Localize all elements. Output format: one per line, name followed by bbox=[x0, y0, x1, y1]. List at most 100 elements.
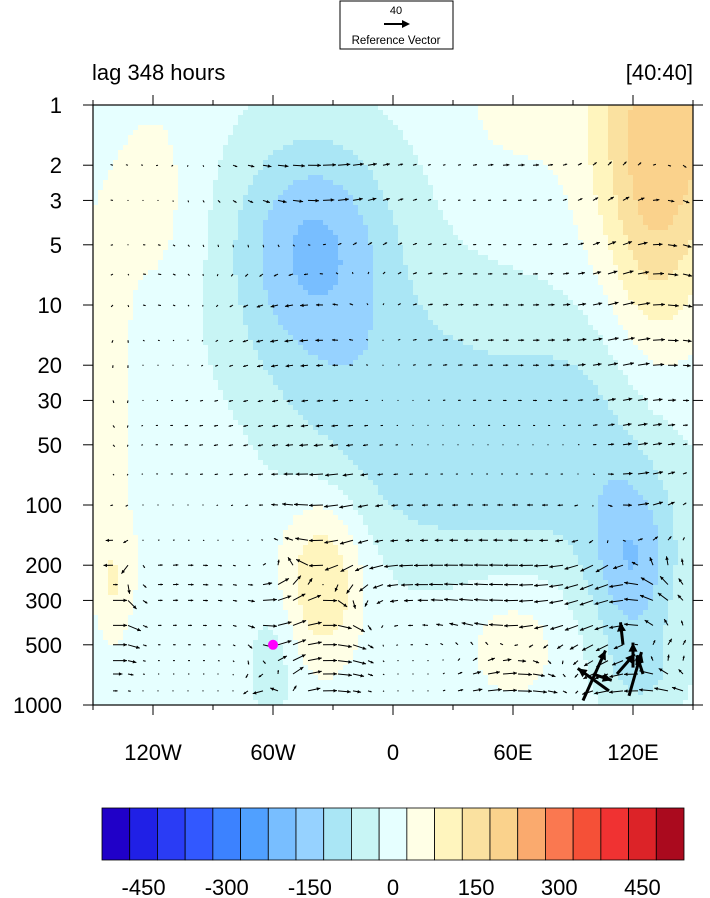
field-cell bbox=[493, 120, 499, 126]
field-cell bbox=[533, 270, 539, 276]
field-cell bbox=[158, 240, 164, 246]
field-cell bbox=[113, 275, 119, 281]
field-cell bbox=[183, 185, 189, 191]
field-cell bbox=[258, 245, 264, 251]
field-cell bbox=[243, 180, 249, 186]
field-cell bbox=[293, 275, 299, 281]
field-cell bbox=[188, 260, 194, 266]
field-cell bbox=[608, 165, 614, 171]
field-cell bbox=[353, 145, 359, 151]
field-cell bbox=[293, 130, 299, 136]
field-cell bbox=[198, 215, 204, 221]
field-cell bbox=[563, 265, 569, 271]
field-cell bbox=[203, 240, 209, 246]
field-cell bbox=[508, 125, 514, 131]
field-cell bbox=[478, 300, 484, 306]
field-cell bbox=[548, 180, 554, 186]
field-cell bbox=[503, 270, 509, 276]
field-cell bbox=[568, 120, 574, 126]
field-cell bbox=[178, 155, 184, 161]
field-cell bbox=[123, 245, 129, 251]
field-cell bbox=[163, 155, 169, 161]
field-cell bbox=[528, 195, 534, 201]
field-cell bbox=[103, 215, 109, 221]
field-cell bbox=[173, 110, 179, 116]
field-cell bbox=[338, 280, 344, 286]
field-cell bbox=[433, 255, 439, 261]
field-cell bbox=[658, 145, 664, 151]
field-cell bbox=[198, 235, 204, 241]
field-cell bbox=[613, 220, 619, 226]
field-cell bbox=[608, 300, 614, 306]
field-cell bbox=[308, 220, 314, 226]
field-cell bbox=[583, 250, 589, 256]
field-cell bbox=[588, 125, 594, 131]
field-cell bbox=[353, 135, 359, 141]
field-cell bbox=[213, 310, 219, 316]
field-cell bbox=[308, 295, 314, 301]
field-cell bbox=[428, 195, 434, 201]
field-cell bbox=[443, 210, 449, 216]
field-cell bbox=[318, 185, 324, 191]
field-cell bbox=[663, 245, 669, 251]
field-cell bbox=[518, 175, 524, 181]
field-cell bbox=[258, 200, 264, 206]
field-cell bbox=[118, 105, 124, 111]
field-cell bbox=[273, 290, 279, 296]
field-cell bbox=[318, 295, 324, 301]
field-cell bbox=[318, 135, 324, 141]
field-cell bbox=[583, 210, 589, 216]
field-cell bbox=[298, 195, 304, 201]
field-cell bbox=[673, 130, 679, 136]
field-cell bbox=[308, 210, 314, 216]
field-cell bbox=[583, 105, 589, 111]
field-cell bbox=[398, 185, 404, 191]
field-cell bbox=[568, 270, 574, 276]
field-cell bbox=[578, 280, 584, 286]
field-cell bbox=[308, 245, 314, 251]
field-cell bbox=[648, 265, 654, 271]
field-cell bbox=[203, 305, 209, 311]
field-cell bbox=[288, 240, 294, 246]
field-cell bbox=[628, 130, 634, 136]
field-cell bbox=[363, 165, 369, 171]
field-cell bbox=[128, 310, 134, 316]
field-cell bbox=[268, 240, 274, 246]
field-cell bbox=[183, 115, 189, 121]
field-cell bbox=[498, 255, 504, 261]
field-cell bbox=[123, 150, 129, 156]
field-cell bbox=[278, 175, 284, 181]
field-cell bbox=[603, 215, 609, 221]
field-cell bbox=[438, 200, 444, 206]
field-cell bbox=[238, 225, 244, 231]
field-cell bbox=[543, 295, 549, 301]
field-cell bbox=[553, 195, 559, 201]
field-cell bbox=[128, 270, 134, 276]
field-cell bbox=[538, 225, 544, 231]
field-cell bbox=[283, 135, 289, 141]
field-cell bbox=[363, 110, 369, 116]
field-cell bbox=[608, 215, 614, 221]
field-cell bbox=[533, 300, 539, 306]
field-cell bbox=[118, 260, 124, 266]
field-cell bbox=[393, 250, 399, 256]
field-cell bbox=[108, 240, 114, 246]
field-cell bbox=[668, 245, 674, 251]
field-cell bbox=[193, 245, 199, 251]
field-cell bbox=[553, 185, 559, 191]
field-cell bbox=[378, 235, 384, 241]
field-cell bbox=[153, 110, 159, 116]
field-cell bbox=[203, 265, 209, 271]
field-cell bbox=[613, 155, 619, 161]
field-cell bbox=[503, 245, 509, 251]
field-cell bbox=[653, 300, 659, 306]
field-cell bbox=[163, 215, 169, 221]
field-cell bbox=[208, 195, 214, 201]
field-cell bbox=[398, 250, 404, 256]
field-cell bbox=[563, 210, 569, 216]
field-cell bbox=[108, 255, 114, 261]
field-cell bbox=[158, 225, 164, 231]
field-cell bbox=[363, 190, 369, 196]
field-cell bbox=[273, 255, 279, 261]
field-cell bbox=[628, 135, 634, 141]
